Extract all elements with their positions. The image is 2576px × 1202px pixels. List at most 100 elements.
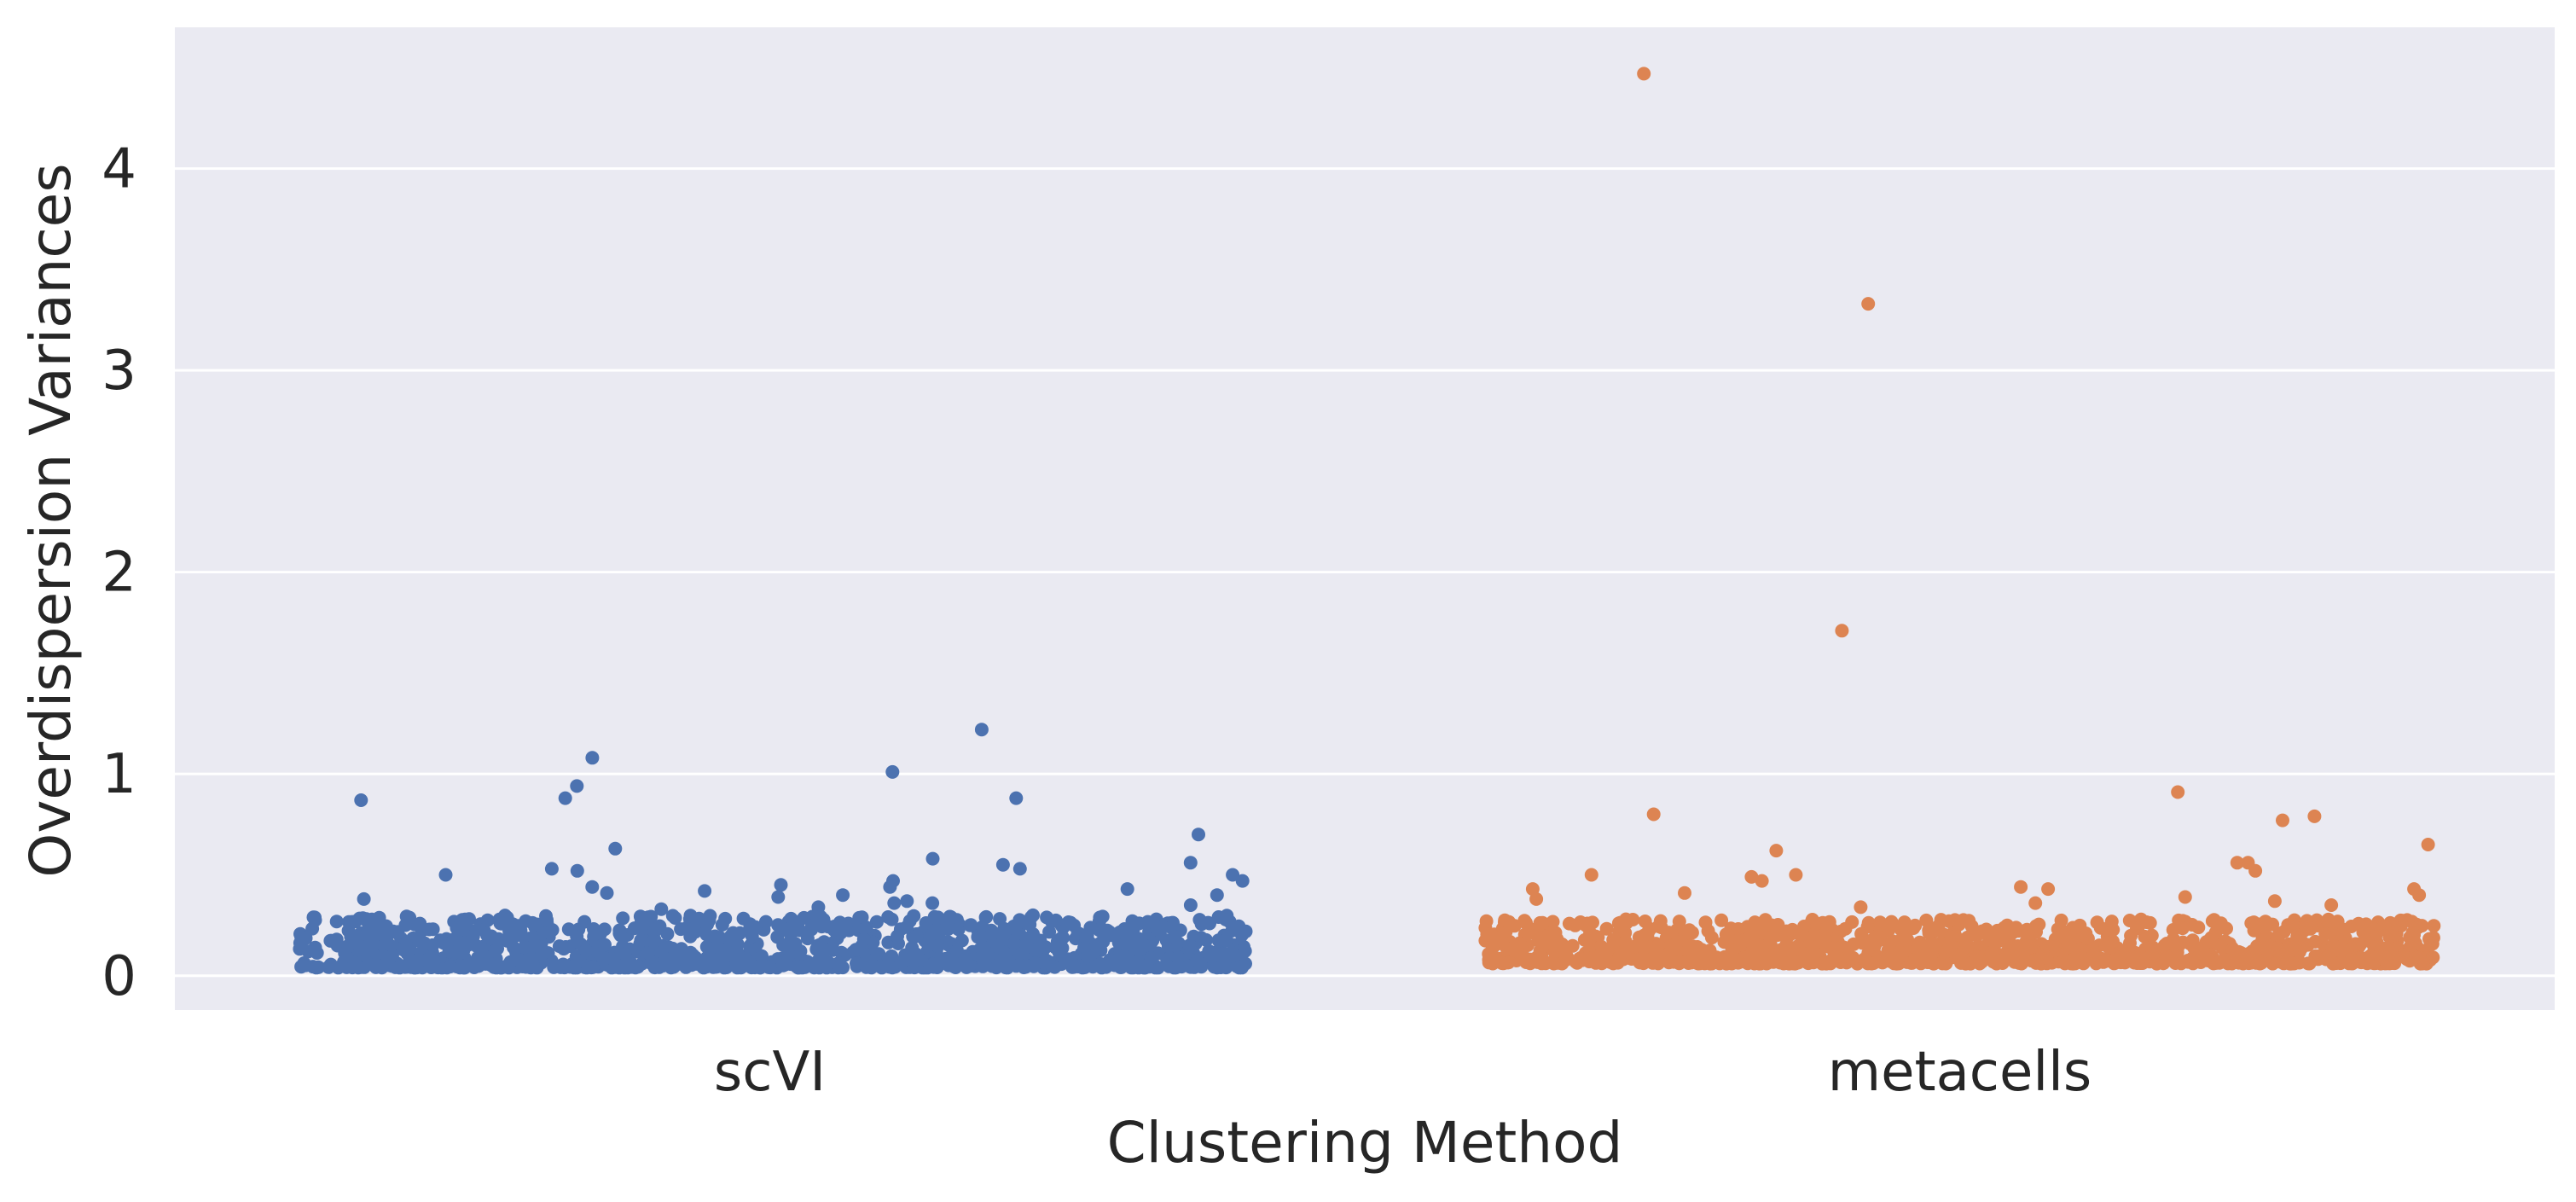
data-point-scVI	[958, 951, 972, 966]
data-point-scVI	[1193, 956, 1208, 971]
data-point-metacells	[1500, 941, 1514, 955]
data-point-scVI	[498, 909, 513, 923]
data-point-scVI	[1042, 925, 1057, 939]
data-point-scVI	[616, 911, 630, 926]
data-point-scVI	[850, 956, 863, 971]
data-point-scVI	[484, 931, 498, 945]
data-point-metacells	[2015, 956, 2028, 971]
data-point-metacells	[2208, 926, 2223, 940]
data-point-scVI	[1024, 910, 1038, 925]
data-point-scVI	[897, 953, 912, 967]
data-point-metacells	[1682, 923, 1697, 938]
data-point-metacells	[2057, 945, 2070, 960]
data-point-metacells	[2101, 954, 2115, 968]
data-point-metacells	[2352, 916, 2366, 931]
data-point-scVI	[508, 928, 523, 943]
data-point-scVI	[887, 896, 902, 910]
plot-background	[175, 27, 2555, 1010]
x-axis-title: Clustering Method	[1107, 1110, 1623, 1176]
y-tick-label: 1	[102, 743, 136, 806]
data-point-metacells	[2407, 917, 2422, 932]
data-point-scVI	[656, 958, 670, 973]
data-point-metacells	[1584, 868, 1598, 882]
data-point-metacells	[1651, 938, 1666, 952]
data-point-scVI	[469, 938, 484, 953]
data-point-metacells	[2343, 942, 2358, 956]
data-point-metacells	[1704, 931, 1719, 945]
data-point-scVI	[331, 961, 345, 975]
data-point-metacells	[2041, 882, 2056, 897]
data-point-scVI	[585, 880, 600, 894]
data-point-metacells	[1633, 955, 1647, 970]
data-point-scVI	[570, 779, 584, 793]
data-point-scVI	[836, 888, 850, 903]
data-point-scVI	[1238, 944, 1252, 958]
data-point-scVI	[1012, 862, 1027, 876]
data-point-scVI	[444, 960, 457, 973]
data-point-metacells	[1606, 932, 1621, 947]
data-point-metacells	[1771, 928, 1785, 942]
data-point-metacells	[2286, 918, 2300, 932]
data-point-scVI	[771, 890, 786, 904]
data-point-metacells	[2159, 949, 2173, 963]
data-point-metacells	[1746, 939, 1761, 953]
data-point-scVI	[348, 936, 363, 950]
data-point-metacells	[1494, 930, 1508, 944]
data-point-scVI	[558, 791, 572, 805]
y-tick-label: 3	[102, 340, 136, 403]
data-point-scVI	[1171, 959, 1186, 973]
data-point-scVI	[1205, 949, 1219, 964]
data-point-scVI	[974, 930, 989, 944]
y-tick-label: 4	[102, 138, 136, 201]
data-point-scVI	[1210, 888, 1224, 903]
data-point-metacells	[1830, 949, 1844, 963]
data-point-scVI	[1093, 910, 1107, 925]
data-point-metacells	[2302, 956, 2317, 971]
data-point-scVI	[1235, 874, 1250, 888]
data-point-scVI	[798, 960, 812, 974]
data-point-scVI	[1027, 959, 1041, 973]
data-point-metacells	[2334, 955, 2348, 970]
data-point-scVI	[1079, 930, 1094, 944]
data-point-scVI	[1125, 914, 1140, 928]
data-point-scVI	[974, 723, 989, 737]
data-point-scVI	[1007, 937, 1021, 950]
data-point-metacells	[2104, 915, 2119, 929]
data-point-scVI	[1232, 961, 1246, 975]
data-point-metacells	[2364, 952, 2378, 967]
data-point-scVI	[869, 915, 884, 929]
data-point-scVI	[788, 937, 803, 951]
data-point-metacells	[2215, 940, 2230, 955]
data-point-scVI	[480, 913, 495, 927]
data-point-scVI	[674, 922, 688, 937]
data-point-scVI	[836, 961, 850, 975]
data-point-scVI	[700, 917, 714, 932]
data-point-scVI	[1167, 930, 1181, 944]
data-point-scVI	[1201, 915, 1215, 930]
data-point-metacells	[1546, 915, 1560, 929]
data-point-metacells	[1731, 922, 1745, 936]
data-point-metacells	[2067, 952, 2080, 967]
data-point-scVI	[1183, 856, 1198, 870]
data-point-metacells	[1586, 915, 1599, 930]
data-point-metacells	[1919, 913, 1934, 927]
data-point-scVI	[1120, 882, 1134, 897]
data-point-metacells	[1529, 891, 1544, 906]
data-point-scVI	[849, 943, 863, 957]
data-point-scVI	[385, 949, 399, 963]
data-point-metacells	[2258, 915, 2272, 929]
data-point-scVI	[577, 915, 592, 929]
data-point-scVI	[654, 944, 669, 958]
data-point-scVI	[758, 915, 773, 929]
data-point-scVI	[715, 918, 729, 932]
data-point-metacells	[1973, 955, 1987, 970]
data-point-metacells	[2054, 913, 2068, 927]
data-point-scVI	[329, 915, 344, 929]
data-point-scVI	[989, 961, 1004, 975]
data-point-metacells	[1753, 956, 1767, 971]
data-point-metacells	[2191, 920, 2206, 935]
data-point-metacells	[2207, 956, 2220, 971]
data-point-scVI	[1214, 961, 1228, 974]
data-point-scVI	[579, 944, 593, 957]
data-point-metacells	[1620, 914, 1634, 927]
